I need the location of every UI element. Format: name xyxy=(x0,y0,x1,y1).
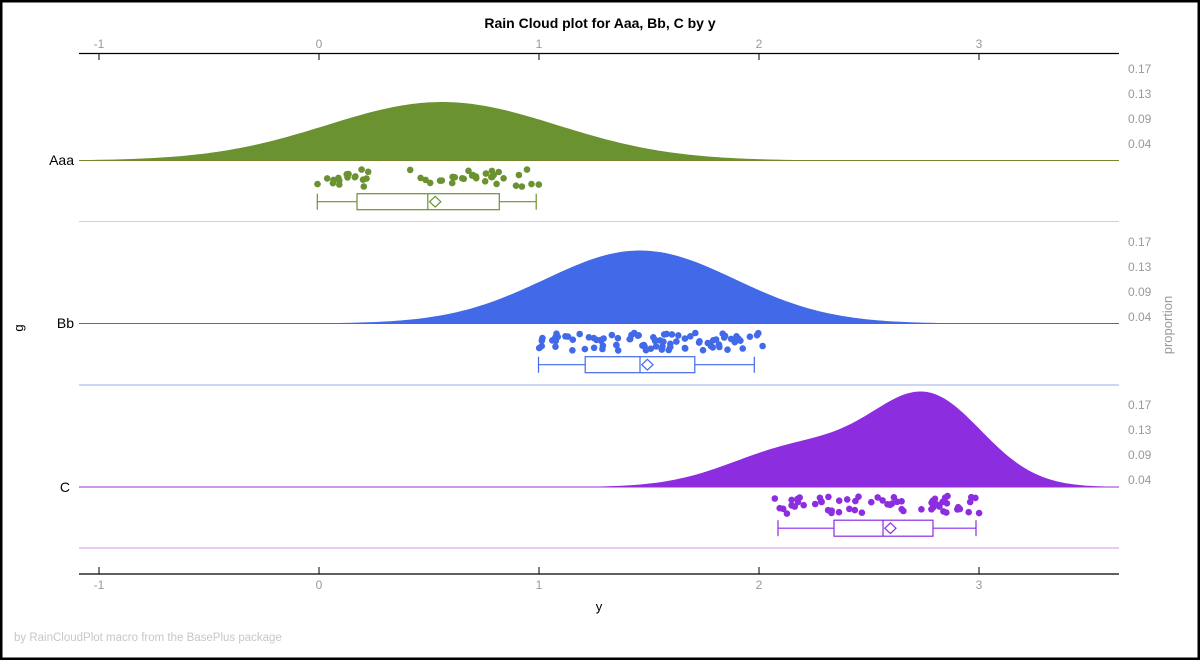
svg-text:proportion: proportion xyxy=(1160,296,1175,355)
svg-text:g: g xyxy=(11,324,26,331)
svg-text:0.13: 0.13 xyxy=(1128,87,1152,101)
svg-text:0.17: 0.17 xyxy=(1128,62,1152,76)
svg-text:0.17: 0.17 xyxy=(1128,235,1152,249)
svg-text:3: 3 xyxy=(976,578,983,592)
svg-text:2: 2 xyxy=(756,578,763,592)
svg-text:Aaa: Aaa xyxy=(49,152,74,168)
svg-text:by RainCloudPlot macro from th: by RainCloudPlot macro from the BasePlus… xyxy=(14,632,282,644)
svg-text:0.09: 0.09 xyxy=(1128,112,1152,126)
svg-text:0.04: 0.04 xyxy=(1128,137,1152,151)
svg-text:y: y xyxy=(596,599,603,614)
svg-text:-1: -1 xyxy=(94,578,105,592)
svg-text:0: 0 xyxy=(316,578,323,592)
svg-text:0.09: 0.09 xyxy=(1128,448,1152,462)
svg-text:C: C xyxy=(60,479,70,495)
svg-text:0.04: 0.04 xyxy=(1128,310,1152,324)
svg-text:-1: -1 xyxy=(94,37,105,51)
svg-text:3: 3 xyxy=(976,37,983,51)
svg-text:0: 0 xyxy=(316,37,323,51)
svg-text:0.09: 0.09 xyxy=(1128,285,1152,299)
svg-text:1: 1 xyxy=(536,578,543,592)
svg-text:2: 2 xyxy=(756,37,763,51)
svg-text:0.04: 0.04 xyxy=(1128,473,1152,487)
svg-text:Bb: Bb xyxy=(57,315,74,331)
svg-text:0.13: 0.13 xyxy=(1128,260,1152,274)
svg-text:1: 1 xyxy=(536,37,543,51)
svg-text:0.17: 0.17 xyxy=(1128,398,1152,412)
svg-text:0.13: 0.13 xyxy=(1128,423,1152,437)
